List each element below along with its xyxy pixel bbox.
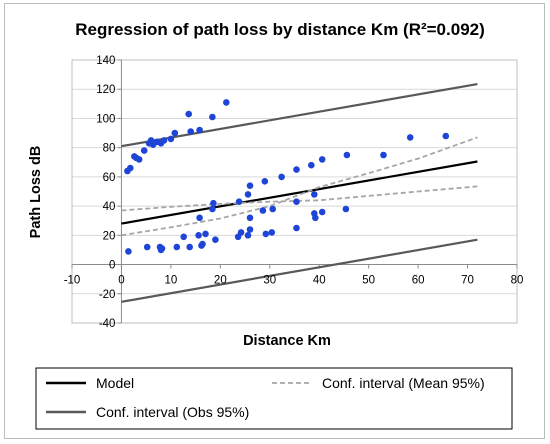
series (121, 83, 478, 303)
y-tick-label: 120 (96, 84, 115, 96)
data-point (187, 128, 194, 135)
chart-frame (4, 3, 545, 439)
data-point (125, 248, 132, 255)
plot-area-border (71, 59, 518, 324)
data-point (268, 229, 276, 236)
data-point (235, 198, 243, 205)
data-point (202, 230, 209, 238)
legend: Model Conf. interval (Mean 95%) Conf. inte… (35, 367, 513, 430)
legend-entry: Model (96, 375, 134, 391)
data-point (237, 229, 245, 236)
tick-labels: -10 0 10 20 30 40 50 60 70 80-40-2002040608010012… (64, 55, 524, 330)
data-point (195, 232, 202, 239)
data-point (196, 126, 203, 134)
data-point (246, 214, 254, 222)
axes (71, 59, 518, 324)
data-point (171, 129, 179, 137)
y-tick-label: -40 (99, 318, 116, 330)
x-tick-label: 70 (461, 275, 474, 287)
data-point (185, 110, 192, 118)
x-tick-label: 30 (263, 275, 276, 287)
data-point (244, 232, 252, 239)
data-point (380, 151, 387, 159)
data-point (442, 132, 450, 140)
data-point (160, 137, 168, 144)
x-tick-label: -10 (64, 275, 81, 287)
y-tick-label: 60 (103, 172, 116, 184)
x-tick-label: 50 (362, 275, 375, 287)
data-point (223, 99, 230, 106)
y-axis-label: Path Loss dB (28, 146, 44, 239)
x-tick-label: 80 (511, 275, 524, 287)
x-tick-label: 60 (412, 275, 425, 287)
series-line (121, 83, 478, 148)
data-point (140, 147, 148, 154)
y-tick-label: 40 (103, 201, 116, 213)
data-point (167, 135, 175, 143)
data-point (143, 243, 151, 251)
grid (72, 59, 517, 324)
data-point (180, 233, 187, 241)
data-point (278, 173, 285, 181)
legend-entry: Conf. interval (Mean 95%) (322, 375, 485, 391)
data-point (318, 156, 326, 163)
data-point (209, 205, 216, 213)
series-line (121, 160, 478, 225)
data-point (246, 182, 254, 189)
data-point (261, 178, 269, 185)
data-point (186, 243, 193, 251)
data-point (308, 161, 315, 169)
data-point (127, 164, 134, 172)
legend-entry: Conf. interval (Obs 95%) (96, 404, 249, 420)
data-point (343, 151, 351, 159)
y-tick-label: 80 (103, 143, 116, 155)
data-point (210, 199, 217, 207)
legend-box (35, 367, 513, 430)
y-tick-label: 20 (103, 230, 116, 242)
x-tick-label: 20 (214, 275, 227, 287)
data-point (311, 191, 318, 198)
series-line (121, 136, 478, 237)
data-point (209, 113, 216, 121)
y-tick-label: 100 (96, 113, 115, 125)
series-line (121, 238, 478, 303)
data-point (262, 230, 270, 238)
data-point (135, 156, 143, 163)
data-point (246, 226, 254, 233)
data-point (269, 205, 277, 213)
data-point (157, 246, 165, 254)
data-point (196, 214, 203, 222)
data-point (406, 134, 414, 141)
data-point (212, 236, 219, 243)
y-tick-label: 0 (109, 260, 115, 272)
x-axis-label: Distance Km (243, 333, 331, 349)
data-point (342, 205, 350, 213)
x-tick-label: 40 (313, 275, 326, 287)
series-line (121, 185, 478, 212)
x-tick-label: 0 (118, 275, 124, 287)
data-point (293, 166, 300, 173)
data-point (293, 198, 300, 205)
data-point (173, 243, 181, 251)
y-tick-label: 140 (96, 55, 115, 67)
x-tick-label: 10 (164, 275, 177, 287)
chart-title: Regression of path loss by distance Km (… (75, 20, 485, 39)
data-point (293, 224, 300, 232)
data-point (311, 210, 318, 217)
data-point (259, 207, 267, 214)
data-point (199, 240, 206, 248)
y-tick-label: -20 (99, 289, 116, 301)
data-point (244, 191, 252, 198)
data-point (318, 208, 326, 216)
